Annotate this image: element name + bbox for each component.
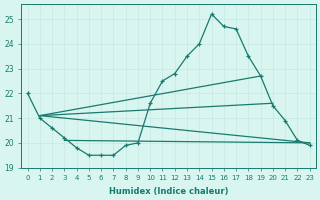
X-axis label: Humidex (Indice chaleur): Humidex (Indice chaleur) bbox=[109, 187, 228, 196]
